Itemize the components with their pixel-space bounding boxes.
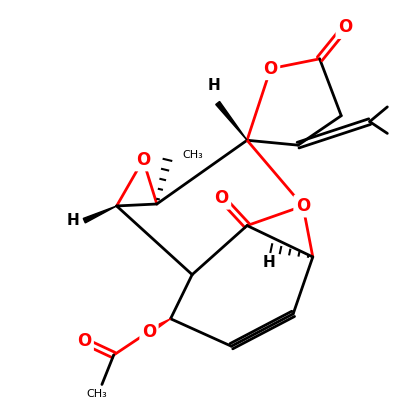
Text: H: H xyxy=(67,213,79,228)
Text: CH₃: CH₃ xyxy=(87,389,107,399)
Text: O: O xyxy=(136,151,150,169)
Text: O: O xyxy=(142,322,156,340)
Text: CH₃: CH₃ xyxy=(182,150,203,160)
Polygon shape xyxy=(148,319,170,334)
Text: O: O xyxy=(338,18,352,36)
Text: H: H xyxy=(207,78,220,93)
Text: O: O xyxy=(77,332,91,350)
Text: O: O xyxy=(264,60,278,78)
Text: O: O xyxy=(214,189,229,207)
Text: O: O xyxy=(296,197,310,215)
Polygon shape xyxy=(83,206,117,223)
Text: H: H xyxy=(262,255,275,270)
Polygon shape xyxy=(216,102,247,140)
